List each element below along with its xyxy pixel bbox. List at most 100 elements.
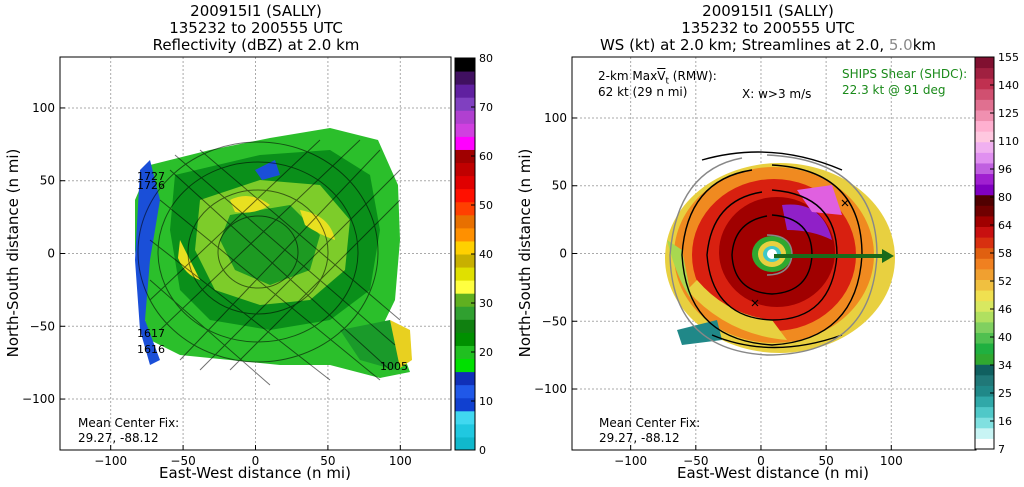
echo-yellow-2: [300, 210, 335, 240]
max-wind-symbol: V: [657, 69, 666, 83]
ships-shear-value: 22.3 kt @ 91 deg: [842, 83, 946, 97]
right-colorbar-label: 34: [998, 359, 1012, 372]
left-colorbar-swatch: [455, 358, 475, 373]
updraft-markers: [751, 199, 849, 307]
right-colorbar-swatch: [975, 300, 994, 312]
right-colorbar-label: 125: [998, 107, 1019, 120]
echo-weak-west: [135, 160, 160, 365]
right-colorbar-swatch: [975, 385, 994, 397]
right-xtick-label: −100: [614, 454, 647, 468]
right-colorbar-label: 46: [998, 303, 1012, 316]
right-colorbar-swatch: [975, 290, 994, 302]
left-ytick-label: 0: [47, 247, 55, 261]
left-xtick-label: −100: [94, 454, 127, 468]
right-colorbar-label: 25: [998, 387, 1012, 400]
left-colorbar-swatch: [455, 423, 475, 438]
right-colorbar-swatch: [975, 343, 994, 355]
right-title-field: WS (kt) at 2.0 km; Streamlines at 2.0, 5…: [512, 37, 1024, 54]
left-x-axis-label: East-West distance (n mi): [159, 464, 351, 482]
right-colorbar: 7 16 25 34 40 46 52 58 64 80 96 110 125 140 155: [974, 51, 1019, 456]
left-colorbar-swatch: [455, 175, 475, 190]
ships-shear-label: SHIPS Shear (SHDC):: [842, 67, 968, 81]
right-colorbar-label: 7: [998, 443, 1005, 456]
left-colorbar-swatch: [455, 306, 475, 320]
shear-arrow-head: [882, 249, 894, 263]
max-wind-suffix: (RMW):: [668, 69, 717, 83]
right-colorbar-swatch: [975, 57, 994, 69]
flight-label-1616: 1616: [137, 343, 165, 356]
right-colorbar-swatch: [975, 247, 994, 259]
right-colorbar-swatch: [975, 364, 994, 376]
left-colorbar-swatch: [455, 201, 475, 216]
right-colorbar-swatch: [975, 311, 994, 323]
ws-green-west: [667, 240, 692, 300]
max-wind-sub: t: [665, 76, 669, 87]
right-colorbar-label: 16: [998, 415, 1012, 428]
right-colorbar-swatch: [975, 279, 994, 291]
right-colorbar-label: 52: [998, 275, 1012, 288]
right-ytick-label: 0: [559, 247, 567, 261]
left-colorbar-swatch: [455, 97, 475, 111]
right-mean-center-value: 29.27, -88.12: [599, 431, 680, 445]
left-colorbar-label: 80: [479, 52, 493, 65]
right-colorbar-swatch: [975, 109, 994, 122]
right-ytick-label: 50: [552, 179, 567, 193]
streamlines-2km: [681, 151, 863, 349]
right-colorbar-swatch: [975, 427, 994, 439]
flight-label-1617: 1617: [137, 327, 165, 340]
left-colorbar-swatch: [455, 227, 475, 242]
right-colorbar-swatch: [975, 406, 994, 418]
max-wind-prefix: 2-km Max: [598, 69, 658, 83]
left-colorbar-label: 60: [479, 150, 493, 163]
left-colorbar-swatch: [455, 123, 475, 137]
reflectivity-field: 1727 1726 1617 1616 1005: [135, 128, 412, 386]
ws-purple: [782, 204, 832, 240]
right-title-gray: 5.0: [888, 36, 913, 54]
flight-label-1727: 1727: [137, 170, 165, 183]
right-xtick-label: 0: [757, 454, 765, 468]
left-colorbar-swatch: [455, 293, 475, 307]
reflectivity-chart: 1727 1726 1617 1616 1005 −100 −50 0 50 100−1…: [4, 52, 493, 482]
left-title-storm: 200915I1 (SALLY): [190, 2, 322, 20]
echo-blue-patch: [255, 160, 280, 180]
right-colorbar-swatch: [975, 88, 994, 100]
right-colorbar-swatch: [975, 67, 994, 79]
left-colorbar-label: 0: [479, 444, 486, 457]
left-xtick-label: 50: [320, 454, 335, 468]
right-title-storm: 200915I1 (SALLY): [702, 2, 834, 20]
left-colorbar-swatch: [455, 410, 475, 425]
left-colorbar-swatch: [455, 384, 475, 399]
left-colorbar-swatch: [455, 58, 475, 72]
left-colorbar-swatch: [455, 332, 475, 346]
right-colorbar-label: 110: [998, 135, 1019, 148]
right-colorbar-swatch: [975, 374, 994, 386]
left-xtick-label: 100: [389, 454, 412, 468]
right-colorbar-swatch: [975, 131, 994, 143]
left-colorbar-swatch: [455, 319, 475, 333]
flight-track-labels: 1727 1726 1617 1616 1005: [137, 170, 408, 373]
echo-southeast-band: [340, 320, 405, 370]
left-ytick-label: 100: [32, 101, 55, 115]
left-ytick-label: 50: [40, 174, 55, 188]
left-colorbar-swatch: [455, 280, 475, 294]
right-colorbar-label: 58: [998, 247, 1012, 260]
right-xtick-label: −50: [683, 454, 708, 468]
left-mean-center-label: Mean Center Fix:: [78, 416, 180, 430]
left-axis-ticks: −100 −50 0 50 100 −100 −50 0 50 100: [22, 101, 412, 468]
right-colorbar-swatch: [975, 353, 994, 365]
right-colorbar-swatch: [975, 99, 994, 111]
left-colorbar-swatch: [455, 240, 475, 255]
right-colorbar-label: 155: [998, 51, 1019, 64]
windspeed-panel: 200915I1 (SALLY) 135232 to 200555 UTC WS…: [512, 0, 1024, 487]
right-colorbar-swatch: [975, 120, 994, 132]
left-colorbar-swatch: [455, 136, 475, 150]
left-colorbar-swatch: [455, 84, 475, 98]
ws-magenta: [797, 185, 842, 215]
right-colorbar-swatch: [975, 184, 994, 196]
right-colorbar-swatch: [975, 396, 994, 408]
echo-yellow-1: [230, 196, 270, 213]
left-colorbar-label: 50: [479, 199, 493, 212]
right-colorbar-swatch: [975, 141, 994, 153]
right-colorbar-label: 40: [998, 331, 1012, 344]
right-colorbar-swatch: [975, 438, 994, 450]
